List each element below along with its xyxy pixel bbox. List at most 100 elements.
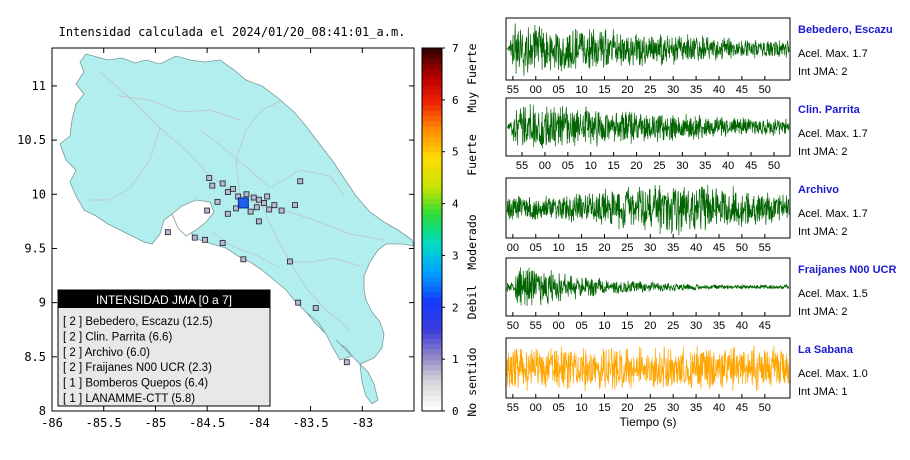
waveform-tick-label: 50 — [759, 84, 771, 96]
colorbar-cell — [422, 125, 442, 132]
colorbar-cell — [422, 265, 442, 272]
station-marker — [247, 208, 254, 215]
legend-item: [ 1 ] Bomberos Quepos (6.4) — [63, 378, 208, 390]
waveform-tick-label: 45 — [745, 160, 757, 172]
map-frame — [51, 47, 415, 412]
colorbar-tick-label: 5 — [452, 146, 459, 159]
waveform-tick-label: 40 — [736, 320, 748, 332]
waveform-tick-label: 35 — [667, 242, 679, 254]
colorbar-cell — [422, 348, 442, 355]
map-y-tick-label: 9 — [39, 296, 46, 310]
time-axis-label: Tiempo (s) — [620, 415, 677, 429]
station-marker — [164, 229, 171, 236]
colorbar-category-label: Debil — [465, 285, 479, 320]
waveform-tick-label: 25 — [667, 320, 679, 332]
legend-header — [58, 290, 270, 308]
colorbar-cell — [422, 405, 442, 412]
waveform-panel: 55 00 05 10 15 20 25 30 35 40 45 50 Clin. Parrita Ace… — [505, 97, 868, 172]
waveform-int-jma: Int JMA: 2 — [798, 306, 848, 318]
station-marker — [295, 299, 302, 306]
waveform-station-name: Clin. Parrita — [798, 104, 861, 116]
legend-box — [57, 289, 271, 407]
colorbar-cell — [422, 270, 442, 277]
station-marker — [243, 191, 250, 198]
colorbar-cell — [422, 328, 442, 334]
colorbar-cell — [422, 188, 442, 194]
waveform-tick-label: 05 — [562, 160, 574, 172]
colorbar-tick-label: 0 — [452, 405, 459, 418]
station-marker — [224, 189, 231, 196]
waveform-tick-label: 05 — [575, 320, 587, 332]
station-markers — [164, 175, 350, 366]
colorbar-cell — [422, 182, 442, 189]
map-axes: -86 -85.5 -85 -84.5 -84 -83.5 -83 11 10.5 10 9.5 9 8… — [17, 48, 414, 430]
waveform-tick-label: 35 — [713, 320, 725, 332]
station-marker — [312, 305, 319, 311]
epicenter-marker — [237, 197, 249, 209]
colorbar-cell — [422, 172, 442, 179]
waveform-tick-label: 30 — [667, 84, 679, 96]
waveform-tick-label: 30 — [644, 242, 656, 254]
waveform-tick-label: 25 — [621, 242, 633, 254]
waveform-tick-label: 05 — [553, 402, 565, 414]
colorbar-cell — [422, 110, 442, 117]
colorbar-tick-label: 1 — [452, 353, 459, 366]
colorbar-cell — [422, 281, 442, 288]
waveform-tick-label: 50 — [736, 242, 748, 254]
waveform-panels: 55 00 05 10 15 20 25 30 35 40 45 50 Bebedero, Escazu… — [505, 17, 896, 414]
waveform-tick-label: 15 — [598, 402, 610, 414]
waveform-tick-label: 45 — [736, 402, 748, 414]
colorbar-cell — [422, 364, 442, 371]
colorbar-cell — [422, 239, 442, 246]
station-marker — [250, 194, 257, 201]
colorbar-cell — [422, 115, 442, 122]
colorbar-cell — [422, 130, 442, 137]
colorbar-cell — [422, 53, 442, 59]
waveform-panel: 55 00 05 10 15 20 25 30 35 40 45 50 Bebedero, Escazu… — [505, 17, 893, 96]
waveform-tick-label: 10 — [553, 242, 565, 254]
colorbar-cell — [422, 162, 442, 168]
colorbar-cell — [422, 245, 442, 251]
colorbar-category-label: Muy Fuerte — [465, 43, 479, 112]
map-y-tick-label: 11 — [32, 79, 46, 93]
waveform-tick-label: 00 — [507, 242, 519, 254]
waveform-int-jma: Int JMA: 2 — [798, 146, 848, 158]
station-marker — [266, 206, 273, 213]
burica-point — [359, 362, 379, 405]
station-marker — [230, 185, 236, 192]
legend-item: [ 2 ] Bebedero, Escazu (12.5) — [63, 316, 213, 328]
waveform-tick-label: 55 — [516, 160, 528, 172]
waveform-tick-label: 20 — [630, 160, 642, 172]
legend-item: [ 2 ] Clin. Parrita (6.6) — [63, 331, 172, 343]
legend-title: INTENSIDAD JMA [0 a 7] — [96, 293, 232, 307]
colorbar-cell — [422, 94, 442, 101]
waveform-acel-max: Acel. Max. 1.7 — [798, 48, 868, 60]
waveform-tick-label: 10 — [585, 160, 597, 172]
colorbar-cell — [422, 286, 442, 293]
waveform-tick-label: 00 — [530, 402, 542, 414]
osa-peninsula — [305, 311, 353, 361]
station-marker — [286, 258, 293, 265]
waveform-tick-label: 15 — [621, 320, 633, 332]
colorbar-cell — [422, 156, 442, 163]
waveform-tick-label: 10 — [575, 402, 587, 414]
colorbar-cell — [422, 146, 442, 153]
map-x-tick-label: -86 — [41, 416, 63, 430]
waveform-panel: 50 55 00 05 10 15 20 25 30 35 40 45 Fraijanes N00 UC… — [505, 257, 896, 332]
waveform-tick-label: 35 — [690, 402, 702, 414]
colorbar-cell — [422, 291, 442, 298]
waveform-acel-max: Acel. Max. 1.0 — [798, 368, 868, 380]
waveform-tick-label: 20 — [621, 84, 633, 96]
colorbar-cell — [422, 203, 442, 210]
waveform-station-name: Fraijanes N00 UCR — [798, 264, 896, 276]
map-y-tick-label: 8 — [39, 404, 46, 418]
waveform-tick-label: 05 — [553, 84, 565, 96]
station-marker — [255, 218, 262, 225]
colorbar-cell — [422, 343, 442, 350]
waveform-station-name: Bebedero, Escazu — [798, 24, 893, 36]
colorbar-cell — [422, 260, 442, 267]
waveform-acel-max: Acel. Max. 1.7 — [798, 208, 868, 220]
colorbar-cell — [422, 333, 442, 339]
map-x-tick-label: -83.5 — [293, 416, 329, 430]
map-y-tick-label: 10 — [32, 187, 46, 201]
